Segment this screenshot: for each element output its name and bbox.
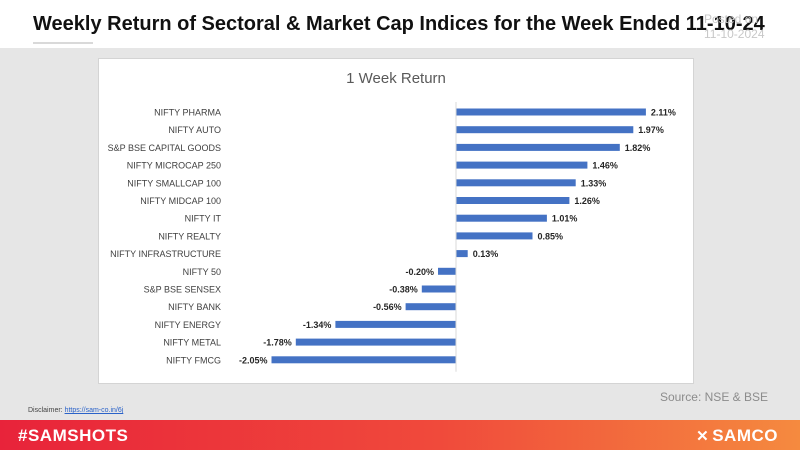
bar-chart: 1 Week Return NIFTY PHARMA NIFTY AUTO S&P …	[108, 70, 676, 372]
category-label: NIFTY 50	[183, 267, 221, 277]
data-label: 1.82%	[625, 143, 651, 153]
category-label: NIFTY INFRASTRUCTURE	[110, 249, 221, 259]
bar-0	[456, 108, 646, 116]
bar-13	[295, 338, 456, 346]
category-label: NIFTY MIDCAP 100	[140, 196, 221, 206]
category-label: S&P BSE CAPITAL GOODS	[108, 143, 221, 153]
data-label: 1.97%	[638, 125, 664, 135]
data-label: -1.34%	[303, 320, 332, 330]
category-label: NIFTY SMALLCAP 100	[127, 178, 221, 188]
disclaimer: Disclaimer: https://sam-co.in/6j	[28, 407, 123, 414]
data-label: 1.01%	[552, 214, 578, 224]
posted-date: 11-10-2024	[704, 27, 765, 41]
category-label: NIFTY ENERGY	[155, 320, 221, 330]
data-labels: 2.11% 1.97% 1.82% 1.46% 1.33% 1.26% 1.01% 0.85%…	[239, 108, 676, 366]
brand: ✕ SAMCO	[696, 426, 778, 446]
data-label: -1.78%	[263, 338, 292, 348]
bar-10	[421, 285, 456, 293]
bar-8	[456, 250, 468, 258]
bar-1	[456, 126, 634, 134]
bar-11	[405, 303, 456, 311]
data-label: -0.20%	[405, 267, 434, 277]
data-label: 1.33%	[581, 178, 607, 188]
bar-4	[456, 179, 576, 187]
footer-banner: #SAMSHOTS ✕ SAMCO	[0, 420, 800, 450]
category-label: NIFTY MICROCAP 250	[127, 161, 221, 171]
category-label: S&P BSE SENSEX	[144, 285, 221, 295]
category-label: NIFTY AUTO	[168, 125, 221, 135]
hashtag-label: #SAMSHOTS	[18, 426, 129, 445]
bar-3	[456, 161, 588, 169]
category-label: NIFTY METAL	[163, 338, 221, 348]
category-label: NIFTY FMCG	[166, 355, 221, 365]
data-label: 2.11%	[651, 108, 676, 118]
bars-layer	[271, 108, 646, 364]
header: Weekly Return of Sectoral & Market Cap I…	[0, 0, 800, 48]
disclaimer-label: Disclaimer:	[28, 407, 65, 414]
data-label: -0.38%	[389, 285, 418, 295]
source-note: Source: NSE & BSE	[659, 390, 768, 404]
data-label: 0.85%	[538, 231, 564, 241]
category-label: NIFTY REALTY	[158, 231, 221, 241]
posted-info: Posted on 11-10-2024	[704, 12, 765, 42]
category-label: NIFTY PHARMA	[154, 108, 221, 118]
data-label: -0.56%	[373, 302, 402, 312]
title-underline	[33, 42, 93, 44]
bar-12	[335, 320, 456, 328]
disclaimer-link[interactable]: https://sam-co.in/6j	[64, 407, 124, 414]
samco-logo-icon: ✕	[696, 428, 710, 445]
chart-container: 1 Week Return NIFTY PHARMA NIFTY AUTO S&P …	[98, 58, 694, 384]
data-label: -2.05%	[239, 355, 268, 365]
data-label: 1.26%	[574, 196, 600, 206]
chart-title: 1 Week Return	[346, 70, 446, 87]
data-label: 1.46%	[592, 161, 618, 171]
bar-7	[456, 232, 533, 240]
bar-2	[456, 143, 620, 151]
posted-label: Posted on	[704, 12, 759, 26]
page-title: Weekly Return of Sectoral & Market Cap I…	[33, 13, 765, 35]
category-label: NIFTY IT	[185, 214, 222, 224]
brand-name: SAMCO	[712, 426, 778, 445]
bar-6	[456, 214, 547, 222]
bar-14	[271, 356, 456, 364]
bar-9	[438, 267, 456, 275]
category-labels: NIFTY PHARMA NIFTY AUTO S&P BSE CAPITAL GO…	[108, 108, 222, 366]
category-label: NIFTY BANK	[168, 302, 221, 312]
data-label: 0.13%	[473, 249, 499, 259]
bar-5	[456, 197, 570, 204]
